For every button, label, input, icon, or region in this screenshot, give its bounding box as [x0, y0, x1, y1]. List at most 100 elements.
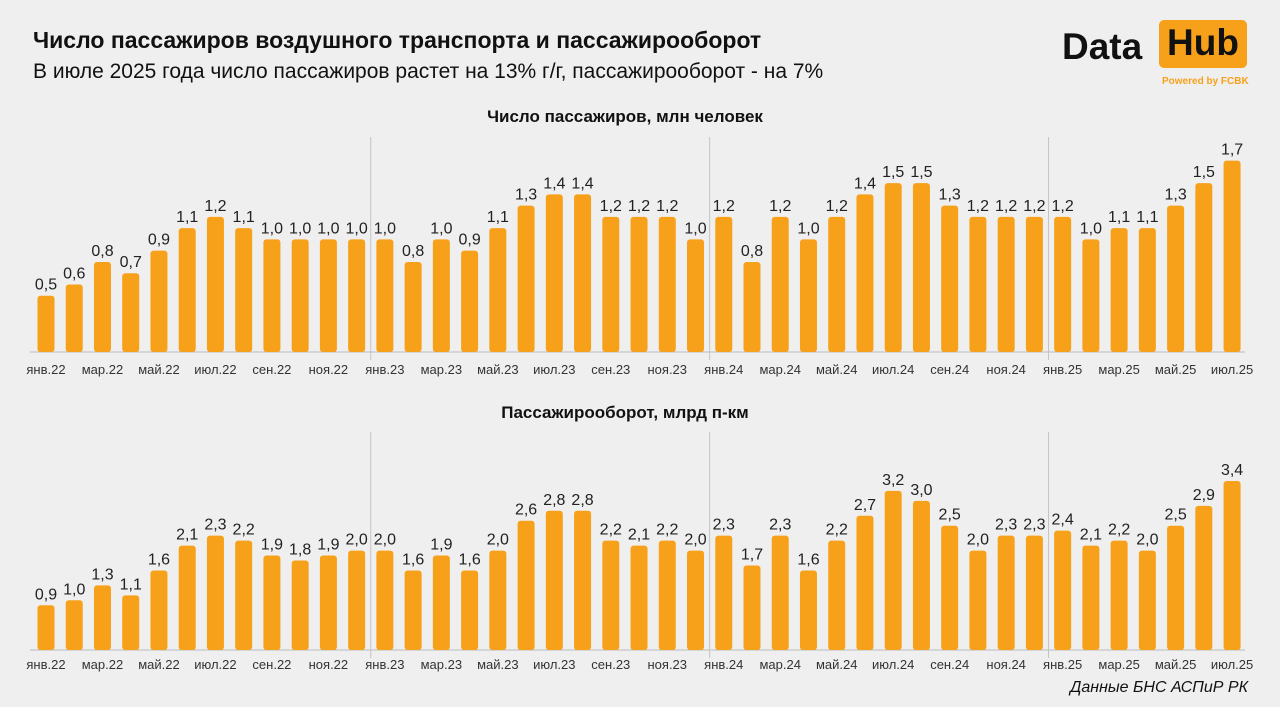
- data-label: 1,0: [261, 220, 283, 237]
- bar: [1195, 183, 1213, 352]
- x-tick-label: янв.24: [704, 362, 743, 377]
- bar: [1138, 550, 1156, 650]
- x-tick-label: янв.23: [365, 657, 404, 672]
- x-tick-label: ноя.24: [986, 657, 1026, 672]
- data-label: 1,6: [458, 551, 480, 568]
- data-label: 1,2: [600, 198, 622, 215]
- data-label: 2,5: [939, 507, 961, 524]
- x-tick-label: май.23: [477, 362, 519, 377]
- bar: [799, 239, 817, 352]
- bar: [545, 510, 563, 650]
- x-tick-label: янв.25: [1043, 657, 1082, 672]
- data-label: 2,0: [374, 532, 396, 549]
- bar: [376, 550, 394, 650]
- data-label: 2,0: [346, 532, 368, 549]
- data-label: 2,4: [1052, 512, 1074, 529]
- data-label: 2,0: [967, 532, 989, 549]
- bar: [687, 239, 705, 352]
- data-label: 1,0: [317, 220, 339, 237]
- data-label: 2,2: [656, 522, 678, 539]
- data-label: 1,2: [1023, 198, 1045, 215]
- bar: [37, 605, 55, 650]
- bar: [1054, 216, 1072, 352]
- bar: [291, 560, 309, 650]
- bar: [150, 570, 168, 650]
- x-tick-label: июл.24: [872, 657, 914, 672]
- data-label: 1,9: [430, 537, 452, 554]
- x-tick-label: ноя.23: [648, 657, 688, 672]
- x-tick-label: май.24: [816, 657, 858, 672]
- bar: [1025, 535, 1043, 650]
- bar: [828, 216, 846, 352]
- bar: [1025, 216, 1043, 352]
- x-tick-label: сен.23: [591, 657, 630, 672]
- x-tick-label: мар.22: [82, 657, 123, 672]
- bar: [941, 525, 959, 650]
- bar: [743, 565, 761, 650]
- bar: [574, 194, 592, 352]
- bar: [997, 216, 1015, 352]
- bar: [235, 228, 253, 352]
- data-source: Данные БНС АСПиР РК: [1070, 679, 1248, 696]
- data-label: 1,0: [684, 220, 706, 237]
- bar: [1082, 239, 1100, 352]
- bar: [941, 205, 959, 352]
- bar: [1082, 545, 1100, 650]
- bar: [319, 239, 337, 352]
- data-label: 0,6: [63, 265, 85, 282]
- data-label: 2,3: [713, 517, 735, 534]
- bar: [291, 239, 309, 352]
- data-label: 1,0: [346, 220, 368, 237]
- data-label: 2,2: [1108, 522, 1130, 539]
- bar: [574, 510, 592, 650]
- x-tick-label: май.22: [138, 657, 180, 672]
- bar: [1167, 205, 1185, 352]
- bar: [206, 535, 224, 650]
- panel-title: Пассажирооборот, млрд п-км: [501, 403, 749, 422]
- x-tick-label: янв.24: [704, 657, 743, 672]
- data-label: 1,3: [515, 187, 537, 204]
- data-label: 2,2: [233, 522, 255, 539]
- bar: [489, 228, 507, 352]
- bar: [404, 570, 422, 650]
- data-label: 0,7: [120, 254, 142, 271]
- data-label: 0,8: [91, 243, 113, 260]
- data-label: 2,0: [487, 532, 509, 549]
- x-tick-label: янв.22: [26, 362, 65, 377]
- data-label: 1,0: [63, 581, 85, 598]
- data-label: 1,4: [571, 175, 593, 192]
- x-tick-label: май.25: [1155, 362, 1197, 377]
- bar: [517, 205, 535, 352]
- x-tick-label: ноя.23: [648, 362, 688, 377]
- data-label: 0,9: [458, 232, 480, 249]
- x-tick-label: июл.23: [533, 657, 575, 672]
- x-tick-label: ноя.22: [309, 362, 349, 377]
- bar: [319, 555, 337, 650]
- bar: [658, 216, 676, 352]
- bar: [856, 515, 874, 650]
- data-label: 1,5: [882, 164, 904, 181]
- data-label: 3,4: [1221, 462, 1243, 479]
- chart-title: Число пассажиров воздушного транспорта и…: [33, 27, 762, 53]
- data-label: 1,4: [854, 175, 876, 192]
- data-label: 1,6: [402, 551, 424, 568]
- data-label: 1,7: [741, 546, 763, 563]
- data-label: 1,1: [487, 209, 509, 226]
- bar: [404, 261, 422, 352]
- x-tick-label: мар.24: [759, 657, 800, 672]
- data-label: 1,2: [1052, 198, 1074, 215]
- x-tick-label: май.25: [1155, 657, 1197, 672]
- bar: [489, 550, 507, 650]
- data-label: 3,0: [910, 482, 932, 499]
- data-label: 2,5: [1164, 507, 1186, 524]
- logo-data-text: Data: [1062, 26, 1143, 67]
- bar: [856, 194, 874, 352]
- data-label: 2,3: [769, 517, 791, 534]
- bar: [1054, 530, 1072, 650]
- bar: [461, 570, 479, 650]
- data-label: 2,8: [543, 492, 565, 509]
- x-tick-label: янв.23: [365, 362, 404, 377]
- bar: [1138, 228, 1156, 352]
- x-tick-label: сен.22: [252, 362, 291, 377]
